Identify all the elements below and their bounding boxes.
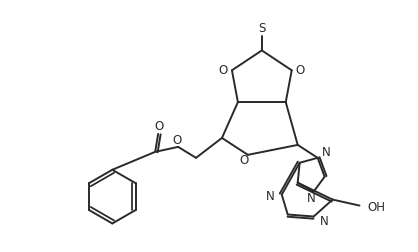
Text: O: O <box>239 154 249 167</box>
Text: N: N <box>266 190 275 203</box>
Text: N: N <box>321 146 330 159</box>
Text: O: O <box>173 134 182 147</box>
Text: OH: OH <box>367 201 385 214</box>
Text: N: N <box>307 192 316 205</box>
Text: O: O <box>155 120 164 134</box>
Text: N: N <box>320 215 329 228</box>
Text: O: O <box>296 64 305 77</box>
Text: S: S <box>258 22 265 35</box>
Text: O: O <box>219 64 228 77</box>
